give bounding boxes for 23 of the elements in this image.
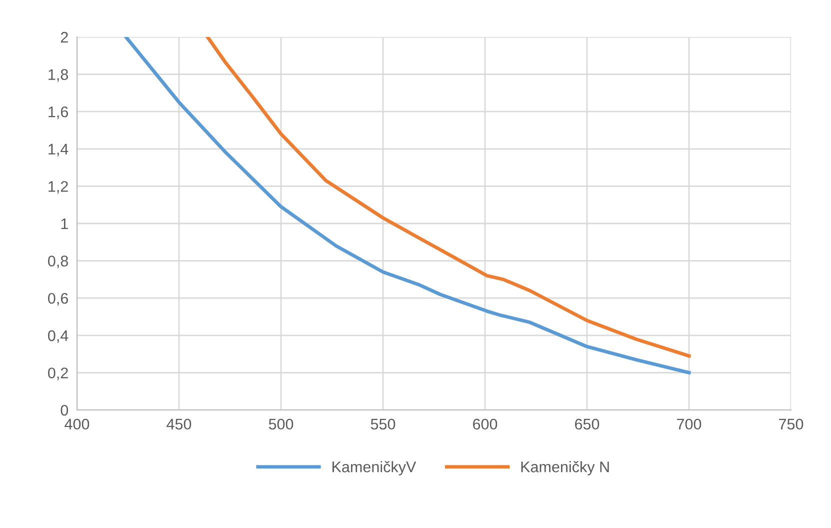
line-series bbox=[206, 37, 691, 358]
x-tick-label: 450 bbox=[166, 418, 192, 430]
y-tick-label: 1 bbox=[61, 218, 68, 230]
x-tick-label: 650 bbox=[575, 418, 600, 430]
y-tick-label: 1,2 bbox=[48, 181, 68, 194]
y-tick-label: 1,4 bbox=[48, 144, 68, 156]
x-tick-label: 700 bbox=[677, 418, 702, 430]
x-tick-label: 500 bbox=[268, 418, 294, 430]
y-tick-label: 0,2 bbox=[48, 368, 68, 380]
y-tick-label: 1,8 bbox=[48, 69, 68, 82]
y-tick-label: 0,4 bbox=[48, 330, 68, 343]
y-tick-label: 2 bbox=[60, 32, 68, 43]
y-tick-label: 0,8 bbox=[48, 256, 68, 268]
legend-label: Kameničky N bbox=[521, 461, 609, 476]
legend-label: KameničkyV bbox=[332, 461, 416, 476]
y-tick-label: 0,6 bbox=[48, 292, 68, 306]
y-tick-label: 0 bbox=[60, 404, 68, 416]
x-tick-label: 600 bbox=[473, 418, 498, 430]
x-tick-label: 550 bbox=[370, 418, 396, 430]
x-tick-label: 400 bbox=[64, 418, 90, 430]
line-series bbox=[124, 37, 691, 374]
x-tick-label: 750 bbox=[779, 418, 804, 430]
y-tick-label: 1,6 bbox=[48, 106, 68, 120]
